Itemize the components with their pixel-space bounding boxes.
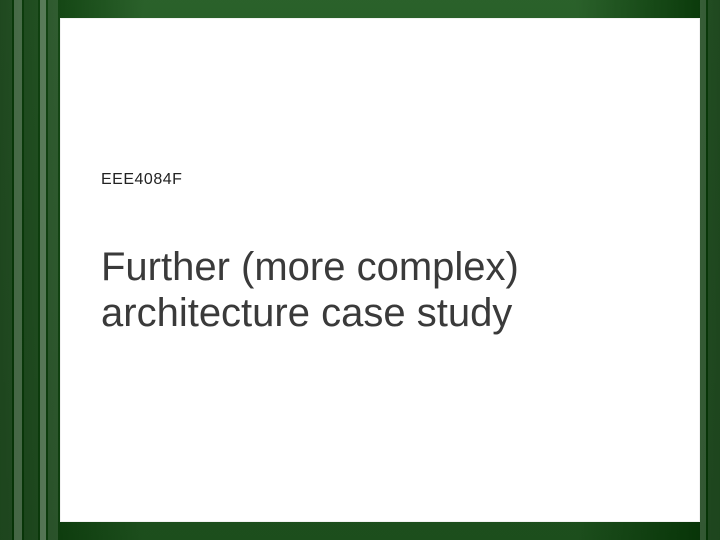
background-stripe [14,0,22,540]
background-stripe [0,0,12,540]
background-stripe [24,0,38,540]
background-stripe [48,0,58,540]
course-code: EEE4084F [101,171,182,189]
slide: EEE4084F Further (more complex) architec… [0,0,720,540]
content-panel: EEE4084F Further (more complex) architec… [60,18,700,522]
background-stripe [708,0,720,540]
slide-title: Further (more complex) architecture case… [101,244,661,336]
background-stripe [40,0,46,540]
background-stripe [700,0,706,540]
